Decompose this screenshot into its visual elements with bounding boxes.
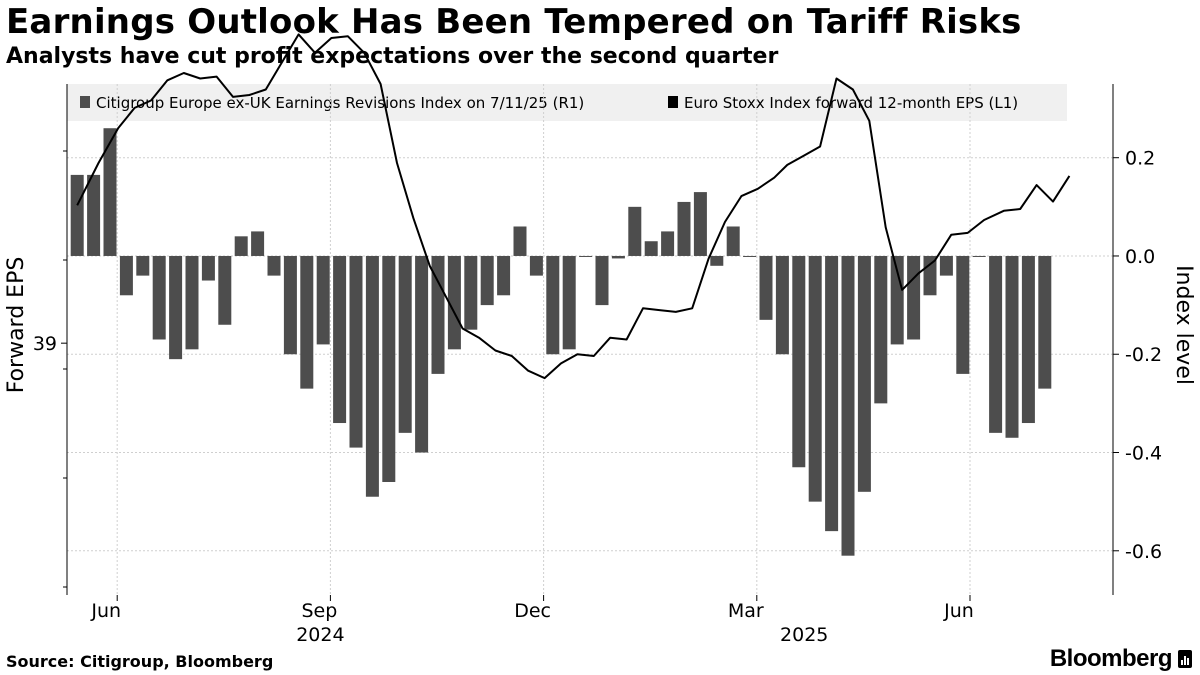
bar [677, 201, 691, 256]
bar [579, 255, 593, 257]
legend-line-label: Euro Stoxx Index forward 12-month EPS (L… [684, 94, 1018, 112]
bar [234, 236, 248, 256]
bar-series [70, 128, 1052, 556]
bar [87, 174, 101, 256]
bar [316, 255, 330, 345]
bar [185, 255, 199, 350]
x-tick-label: Jun [90, 600, 121, 622]
bar [808, 255, 822, 502]
bar [710, 255, 724, 266]
x-year-label: 2025 [780, 624, 828, 646]
bar [283, 255, 297, 355]
right-tick-label: -0.4 [1125, 443, 1162, 465]
bar [874, 255, 888, 404]
left-tick-label: 39 [33, 333, 57, 355]
x-tick-label: Mar [728, 600, 764, 622]
bar [251, 231, 265, 256]
bar [1005, 255, 1019, 438]
bloomberg-logo: Bloomberg [1050, 645, 1192, 673]
bar [595, 255, 609, 306]
left-axis-title: Forward EPS [4, 257, 29, 394]
bar [907, 255, 921, 340]
bar [661, 231, 675, 256]
eps-line [76, 33, 1071, 380]
terminal-icon [1178, 650, 1192, 668]
bar [939, 255, 953, 276]
bar [743, 255, 757, 257]
bar [464, 255, 478, 330]
bar [1038, 255, 1052, 389]
right-tick-label: 0.2 [1125, 148, 1155, 170]
bar [825, 255, 839, 532]
bar [103, 128, 117, 256]
bar [218, 255, 232, 325]
bar [447, 255, 461, 350]
bar [628, 206, 642, 256]
bar [169, 255, 183, 360]
bar [989, 255, 1003, 433]
bar [152, 255, 166, 340]
bar [956, 255, 970, 374]
bar [398, 255, 412, 433]
bar [497, 255, 511, 296]
page-title: Earnings Outlook Has Been Tempered on Ta… [6, 2, 1022, 42]
legend-background [67, 84, 1067, 121]
bar [1021, 255, 1035, 424]
bar [300, 255, 314, 389]
bar [333, 255, 347, 424]
bar [201, 255, 215, 281]
bar [775, 255, 789, 355]
right-tick-label: -0.6 [1125, 541, 1162, 563]
bar [70, 174, 84, 256]
bar [415, 255, 429, 453]
bar [759, 255, 773, 320]
line-series [76, 33, 1071, 380]
bar [136, 255, 150, 276]
bar [792, 255, 806, 468]
bar [841, 255, 855, 556]
source-note: Source: Citigroup, Bloomberg [6, 652, 274, 671]
bar [562, 255, 576, 350]
right-tick-label: -0.2 [1125, 344, 1162, 366]
bar [890, 255, 904, 345]
x-tick-label: Sep [301, 600, 337, 622]
right-axis-title: Index level [1171, 265, 1196, 385]
bar [693, 192, 707, 256]
bar [365, 255, 379, 497]
gridlines [67, 84, 1113, 595]
bar [611, 255, 625, 259]
bar [644, 241, 658, 256]
bar [857, 255, 871, 492]
bar [382, 255, 396, 482]
bar [529, 255, 543, 276]
legend-bar-label: Citigroup Europe ex-UK Earnings Revision… [96, 94, 584, 112]
bar [972, 255, 986, 257]
right-tick-label: 0.0 [1125, 246, 1155, 268]
bar [726, 226, 740, 256]
page-subtitle: Analysts have cut profit expectations ov… [6, 44, 779, 69]
bar [546, 255, 560, 355]
legend-line-swatch [668, 96, 678, 108]
legend-bar-swatch [80, 96, 90, 108]
axes: 0.2 0.0 -0.2 -0.4 -0.6 39 Jun Sep Dec Mar Jun 2024 2… [33, 84, 1162, 646]
bar [513, 226, 527, 256]
x-year-label: 2024 [296, 624, 344, 646]
bar [431, 255, 445, 374]
bar [349, 255, 363, 448]
x-tick-label: Dec [514, 600, 551, 622]
bar [119, 255, 133, 296]
bar [267, 255, 281, 276]
x-tick-label: Jun [943, 600, 974, 622]
bar [480, 255, 494, 306]
brand-wordmark: Bloomberg [1049, 645, 1173, 672]
